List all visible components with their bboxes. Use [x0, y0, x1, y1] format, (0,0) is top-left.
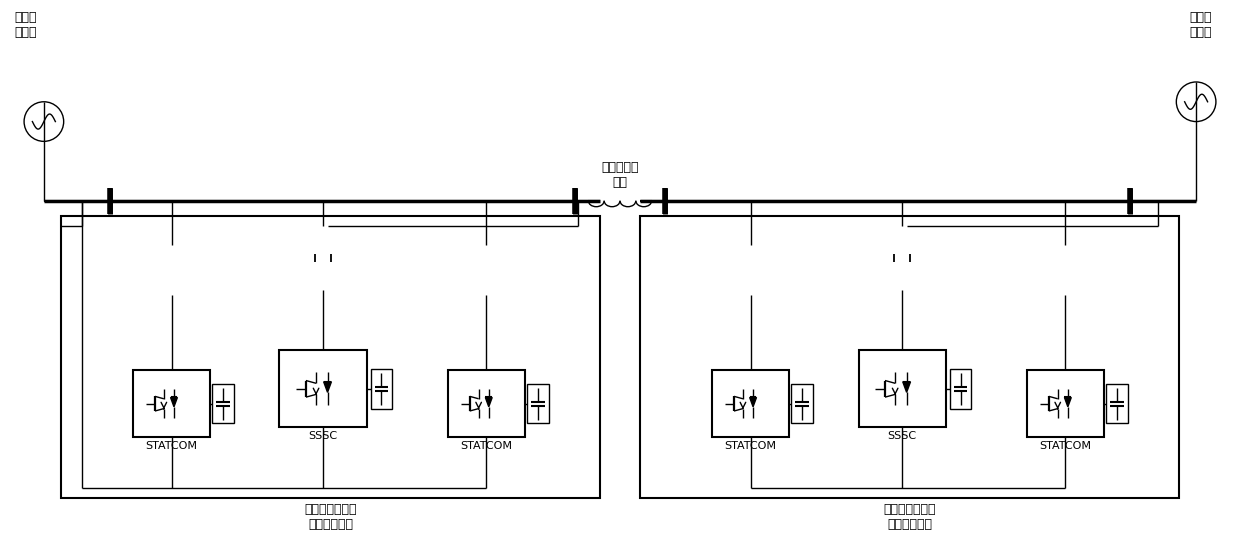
Text: 送端交
流系统: 送端交 流系统 — [14, 10, 37, 38]
Bar — [212, 384, 234, 424]
Bar — [279, 350, 367, 427]
Bar — [791, 384, 813, 424]
Text: 送端同步补偿式
柔性谐谐装置: 送端同步补偿式 柔性谐谐装置 — [304, 503, 357, 531]
Text: SSSC: SSSC — [309, 431, 337, 442]
Bar — [640, 216, 1179, 498]
Polygon shape — [324, 382, 331, 392]
Bar — [61, 216, 600, 498]
Polygon shape — [750, 398, 756, 407]
Bar — [950, 369, 971, 409]
Circle shape — [1177, 82, 1216, 122]
Bar — [448, 370, 525, 437]
Bar — [133, 370, 211, 437]
Text: STATCOM: STATCOM — [460, 441, 512, 452]
Text: 待谐谐输电
线路: 待谐谐输电 线路 — [601, 161, 639, 189]
Text: STATCOM: STATCOM — [724, 441, 776, 452]
Bar — [1106, 384, 1128, 424]
Text: STATCOM: STATCOM — [1039, 441, 1091, 452]
Bar — [527, 384, 549, 424]
Circle shape — [24, 102, 63, 141]
Text: 受端同步补偿式
柔性谐谐装置: 受端同步补偿式 柔性谐谐装置 — [883, 503, 936, 531]
Bar — [858, 350, 946, 427]
Polygon shape — [171, 398, 177, 407]
Bar — [712, 370, 790, 437]
Text: SSSC: SSSC — [888, 431, 916, 442]
Polygon shape — [903, 382, 910, 392]
Bar — [1027, 370, 1104, 437]
Polygon shape — [1064, 398, 1071, 407]
Text: STATCOM: STATCOM — [145, 441, 197, 452]
Bar — [371, 369, 392, 409]
Text: 受端交
流系统: 受端交 流系统 — [1189, 10, 1211, 38]
Polygon shape — [485, 398, 492, 407]
